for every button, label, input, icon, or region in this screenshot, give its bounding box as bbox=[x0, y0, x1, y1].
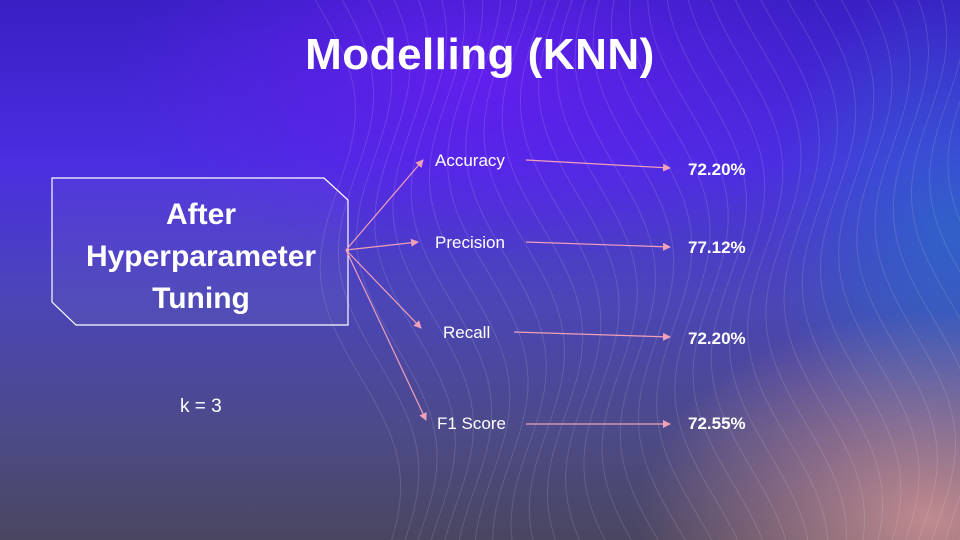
metric-value-accuracy: 72.20% bbox=[688, 160, 746, 179]
metric-label-recall: Recall bbox=[443, 323, 491, 342]
wave-line bbox=[356, 0, 438, 540]
slide-title: Modelling (KNN) bbox=[305, 30, 655, 79]
wave-line bbox=[592, 0, 686, 540]
arrow-box-to-f1 bbox=[345, 249, 427, 421]
metric-value-f1: 72.55% bbox=[688, 414, 746, 433]
metric-label-precision: Precision bbox=[435, 233, 505, 252]
wave-line bbox=[710, 0, 829, 540]
wave-line bbox=[483, 0, 566, 540]
tuning-box-outline bbox=[51, 177, 349, 326]
wave-line bbox=[760, 0, 866, 540]
metric-label-f1: F1 Score bbox=[437, 414, 506, 433]
wave-line bbox=[337, 0, 420, 540]
box-label-line-2: Hyperparameter bbox=[85, 240, 317, 273]
box-label-line-3: Tuning bbox=[152, 282, 250, 315]
wave-line bbox=[428, 0, 511, 540]
wave-line bbox=[629, 0, 739, 540]
wave-line bbox=[574, 0, 659, 540]
wave-line bbox=[838, 0, 920, 540]
wave-line bbox=[929, 57, 960, 273]
wave-line bbox=[465, 0, 547, 540]
wave-line bbox=[519, 0, 602, 540]
arrow-box-to-accuracy bbox=[345, 159, 424, 251]
metric-value-precision: 77.12% bbox=[688, 238, 746, 257]
wave-line bbox=[813, 0, 902, 540]
wave-line bbox=[556, 0, 638, 540]
arrow-recall-to-value bbox=[513, 331, 671, 341]
wave-line bbox=[687, 0, 809, 540]
arrow-box-to-precision bbox=[345, 238, 419, 251]
wave-line bbox=[874, 0, 957, 540]
wave-line bbox=[734, 0, 847, 540]
metric-label-accuracy: Accuracy bbox=[435, 151, 505, 170]
arrow-accuracy-to-value bbox=[525, 159, 671, 172]
wave-line bbox=[501, 0, 584, 540]
k-value-label: k = 3 bbox=[180, 396, 222, 417]
wave-line bbox=[314, 0, 402, 540]
wave-line bbox=[447, 0, 529, 540]
wave-line bbox=[647, 0, 764, 540]
wave-line bbox=[856, 0, 938, 540]
arrow-precision-to-value bbox=[525, 241, 671, 251]
wave-line bbox=[392, 0, 474, 540]
wave-line bbox=[538, 0, 620, 540]
wave-line bbox=[786, 0, 884, 540]
box-label-line-1: After bbox=[165, 198, 236, 231]
wave-line bbox=[410, 0, 493, 540]
wave-line bbox=[374, 0, 456, 540]
wave-line bbox=[892, 0, 960, 540]
wave-line bbox=[666, 0, 787, 540]
wave-line bbox=[610, 0, 713, 540]
arrow-box-to-recall bbox=[345, 249, 422, 329]
wave-line bbox=[910, 0, 960, 540]
tuning-box-label: After Hyperparameter Tuning bbox=[56, 194, 346, 320]
metric-value-recall: 72.20% bbox=[688, 329, 746, 348]
